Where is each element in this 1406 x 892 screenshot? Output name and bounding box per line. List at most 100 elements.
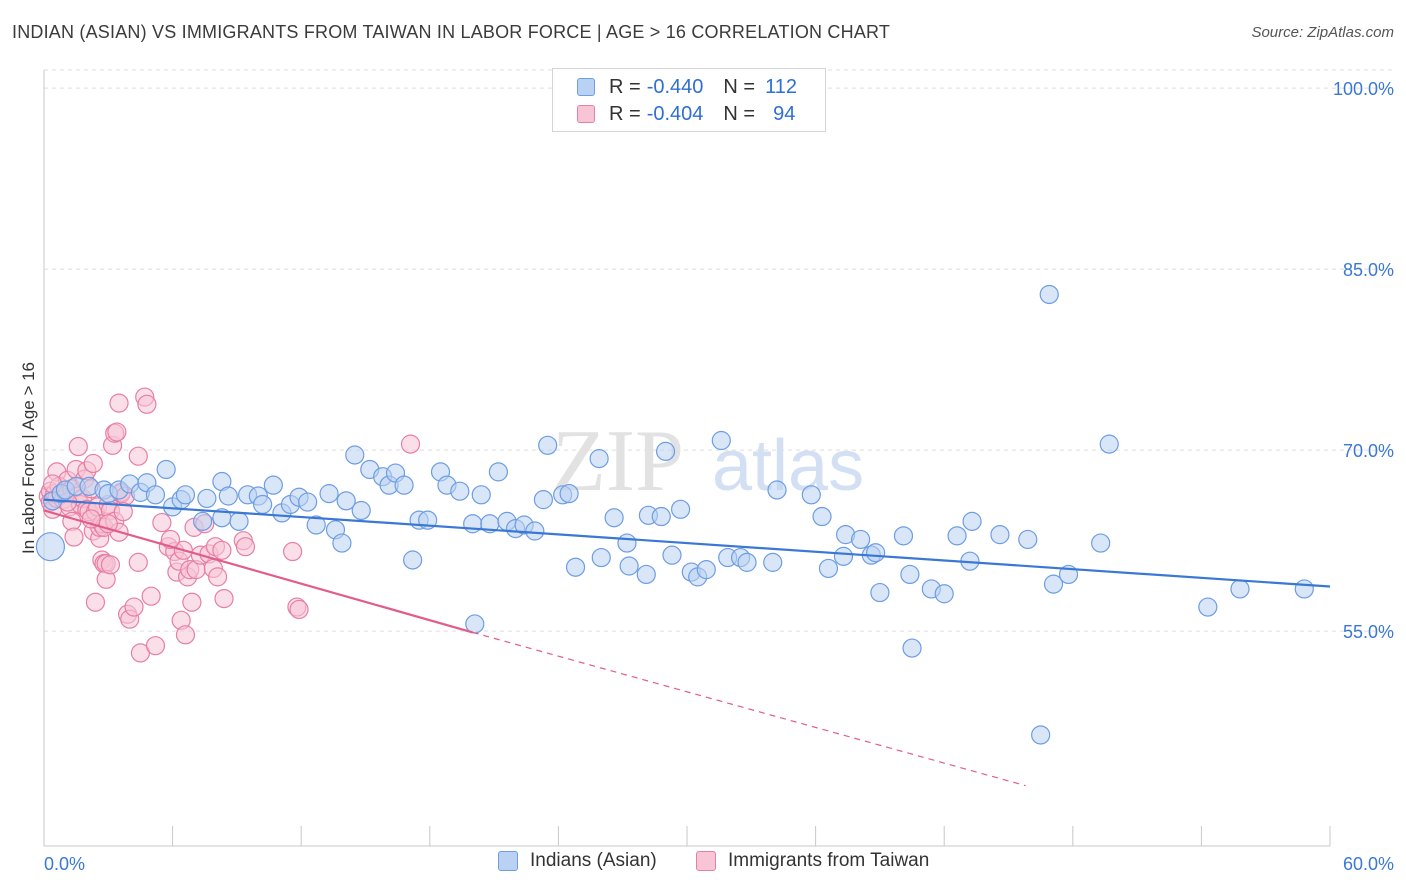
- point-indians: [851, 529, 871, 550]
- y-tick-label: 55.0%: [1343, 622, 1394, 642]
- series-swatch-indians: [498, 851, 518, 871]
- point-taiwan: [182, 592, 202, 612]
- point-indians: [394, 475, 414, 495]
- point-indians: [870, 582, 890, 603]
- point-taiwan: [283, 541, 303, 562]
- point-taiwan: [212, 540, 232, 560]
- trend-line-taiwan: [43, 509, 473, 634]
- source-label: Source: ZipAtlas.com: [1251, 24, 1394, 41]
- point-indians: [617, 533, 637, 553]
- point-taiwan: [289, 599, 309, 620]
- legend-swatch-taiwan: [577, 105, 595, 123]
- point-indians: [801, 485, 821, 505]
- point-indians: [559, 484, 579, 504]
- point-indians: [1294, 579, 1314, 599]
- point-indians: [1031, 725, 1051, 745]
- point-indians: [1198, 597, 1218, 617]
- point-taiwan: [83, 453, 103, 474]
- point-taiwan: [141, 586, 161, 606]
- point-indians: [767, 480, 787, 500]
- trend-line-indians: [43, 498, 1331, 588]
- trend-line-taiwan-extrapolated: [472, 631, 1026, 787]
- y-tick-label: 70.0%: [1343, 441, 1394, 461]
- point-taiwan: [235, 537, 256, 557]
- legend-n-value: 94: [773, 102, 796, 125]
- point-indians: [670, 499, 691, 519]
- x-tick-labels: 0.0% 60.0%: [44, 854, 1394, 874]
- point-indians: [229, 511, 249, 531]
- point-indians: [253, 494, 273, 515]
- point-taiwan: [160, 529, 181, 550]
- point-indians: [812, 506, 832, 527]
- series-legend-taiwan[interactable]: Immigrants from Taiwan: [696, 850, 929, 872]
- point-indians: [655, 441, 676, 461]
- point-indians: [818, 558, 839, 579]
- point-indians: [591, 547, 611, 568]
- point-taiwan: [68, 436, 88, 457]
- point-taiwan: [128, 552, 148, 572]
- point-indians: [336, 491, 356, 511]
- point-indians: [565, 557, 586, 577]
- point-indians: [218, 486, 238, 506]
- point-indians: [35, 532, 66, 562]
- point-indians: [651, 506, 671, 527]
- point-indians: [962, 511, 982, 531]
- point-taiwan: [113, 502, 133, 522]
- point-indians: [263, 475, 283, 495]
- point-indians: [450, 481, 470, 501]
- watermark: ZIP atlas: [552, 413, 864, 510]
- legend-swatch-indians: [577, 78, 595, 96]
- series-label-taiwan: Immigrants from Taiwan: [728, 850, 930, 871]
- series-swatch-taiwan: [696, 851, 716, 871]
- point-indians: [403, 550, 423, 570]
- x-tick-label-max: 60.0%: [1343, 854, 1394, 874]
- series-legend-indians[interactable]: Indians (Asian): [498, 850, 657, 872]
- point-indians: [696, 560, 716, 580]
- point-indians: [902, 638, 922, 658]
- point-indians: [711, 430, 731, 451]
- point-taiwan: [175, 625, 196, 645]
- point-indians: [763, 552, 783, 572]
- point-indians: [589, 449, 609, 469]
- legend-r-label: R =: [609, 102, 641, 125]
- point-taiwan: [152, 512, 172, 533]
- x-tick-label-min: 0.0%: [44, 854, 85, 874]
- point-indians: [604, 508, 624, 528]
- point-indians: [619, 556, 639, 576]
- point-taiwan: [100, 555, 121, 575]
- point-taiwan: [208, 567, 228, 587]
- axes: [43, 70, 1330, 847]
- y-tick-label: 85.0%: [1343, 260, 1394, 280]
- point-indians: [1039, 284, 1059, 305]
- point-indians: [175, 485, 196, 505]
- point-indians: [934, 584, 954, 604]
- correlation-legend: R = -0.440 N = 112 R = -0.404 N = 94: [552, 68, 826, 132]
- legend-r-label: R =: [609, 75, 641, 98]
- point-taiwan: [107, 422, 127, 442]
- point-indians: [193, 511, 213, 531]
- point-indians: [833, 546, 854, 566]
- point-taiwan: [64, 527, 84, 547]
- watermark-atlas: atlas: [712, 426, 864, 506]
- point-indians: [1091, 533, 1111, 553]
- y-tick-label: 100.0%: [1333, 79, 1394, 99]
- point-indians: [197, 488, 217, 509]
- point-indians: [488, 462, 508, 482]
- point-indians: [866, 543, 886, 563]
- y-axis-label: In Labor Force | Age > 16: [19, 362, 38, 554]
- point-taiwan: [62, 511, 82, 531]
- point-taiwan: [85, 592, 106, 612]
- point-indians: [636, 564, 656, 585]
- point-indians: [525, 521, 545, 541]
- point-indians: [1043, 574, 1064, 594]
- point-indians: [538, 435, 558, 455]
- legend-r-value: -0.404: [646, 102, 704, 125]
- point-indians: [345, 445, 365, 465]
- point-taiwan: [128, 446, 148, 466]
- legend-row-indians: R = -0.440 N = 112: [577, 74, 797, 100]
- data-points: [35, 284, 1314, 745]
- point-indians: [1018, 529, 1038, 550]
- point-taiwan: [145, 636, 166, 656]
- point-indians: [332, 533, 352, 553]
